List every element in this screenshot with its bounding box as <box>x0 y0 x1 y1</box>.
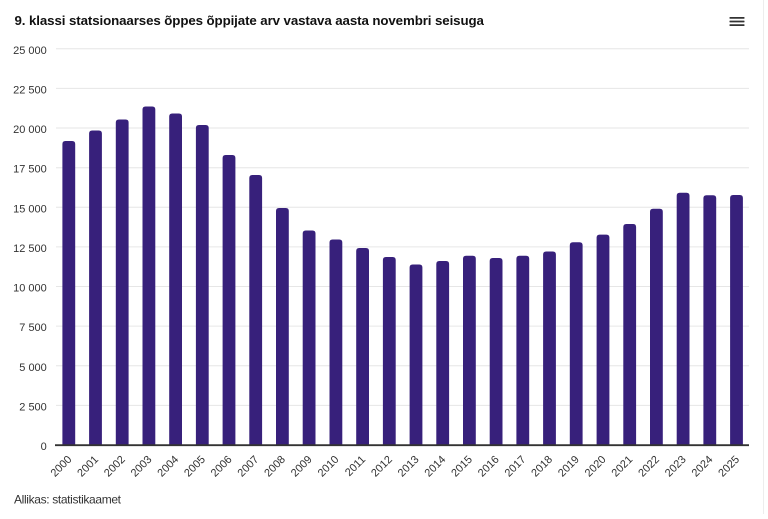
svg-text:2 500: 2 500 <box>19 401 47 413</box>
svg-text:0: 0 <box>41 441 47 453</box>
svg-text:Allikas: statistikaamet: Allikas: statistikaamet <box>14 492 122 506</box>
svg-text:17 500: 17 500 <box>13 164 47 176</box>
svg-text:15 000: 15 000 <box>13 203 47 215</box>
svg-text:10 000: 10 000 <box>13 283 47 295</box>
svg-text:22 500: 22 500 <box>13 84 47 96</box>
svg-text:9. klassi statsionaarses õppes: 9. klassi statsionaarses õppes õppijate … <box>15 13 485 28</box>
svg-text:7 500: 7 500 <box>19 322 47 334</box>
svg-text:12 500: 12 500 <box>13 243 47 255</box>
svg-text:25 000: 25 000 <box>13 45 47 57</box>
svg-text:20 000: 20 000 <box>13 124 47 136</box>
svg-text:5 000: 5 000 <box>19 362 47 374</box>
